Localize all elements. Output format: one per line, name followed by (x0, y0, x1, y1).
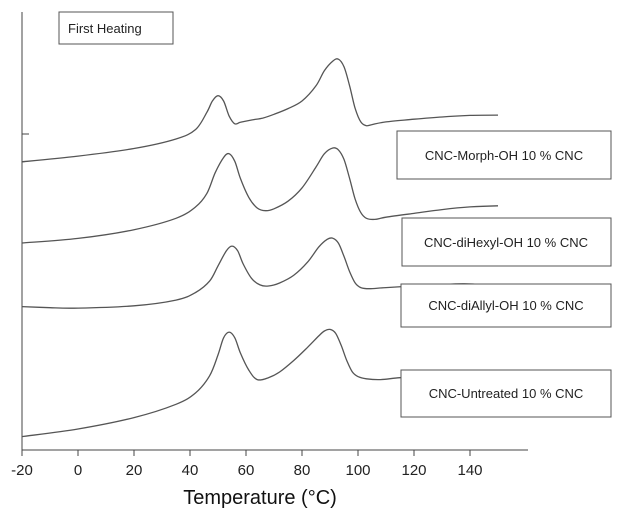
legend-box-untreated (400, 369, 612, 418)
title-text: First Heating (68, 21, 142, 36)
x-tick-label: 140 (457, 462, 482, 479)
x-axis-title: Temperature (°C) (183, 487, 337, 509)
x-tick-label: -20 (11, 462, 33, 479)
legend-label-dihexyl: CNC-diHexyl-OH 10 % CNC (424, 235, 588, 250)
title-box (58, 11, 174, 45)
legend-item-morph: CNC-Morph-OH 10 % CNC (396, 130, 612, 180)
chart-title: First Heating (58, 11, 174, 45)
x-tick-label: 60 (238, 462, 255, 479)
x-tick-label: 20 (126, 462, 143, 479)
x-tick-label: 80 (294, 462, 311, 479)
legend-box-morph (396, 130, 612, 180)
series-layer (21, 58, 499, 438)
legend-label-morph: CNC-Morph-OH 10 % CNC (425, 148, 583, 163)
x-tick-label: 0 (74, 462, 82, 479)
legend-item-dihexyl: CNC-diHexyl-OH 10 % CNC (401, 217, 612, 267)
legend-item-untreated: CNC-Untreated 10 % CNC (400, 369, 612, 418)
x-tick-label: 40 (182, 462, 199, 479)
legend-box-dihexyl (401, 217, 612, 267)
legend-label-untreated: CNC-Untreated 10 % CNC (429, 386, 584, 401)
x-tick-label: 100 (345, 462, 370, 479)
legend-item-diallyl: CNC-diAllyl-OH 10 % CNC (400, 283, 612, 328)
legend-box-diallyl (400, 283, 612, 328)
series-line (21, 147, 499, 244)
series-line (21, 237, 499, 309)
series-line (21, 58, 499, 163)
legend-label-diallyl: CNC-diAllyl-OH 10 % CNC (428, 298, 583, 313)
series-line (21, 328, 499, 438)
x-ticks: -20 0 20 40 60 80 100 120 140 (11, 450, 483, 479)
x-tick-label: 120 (401, 462, 426, 479)
